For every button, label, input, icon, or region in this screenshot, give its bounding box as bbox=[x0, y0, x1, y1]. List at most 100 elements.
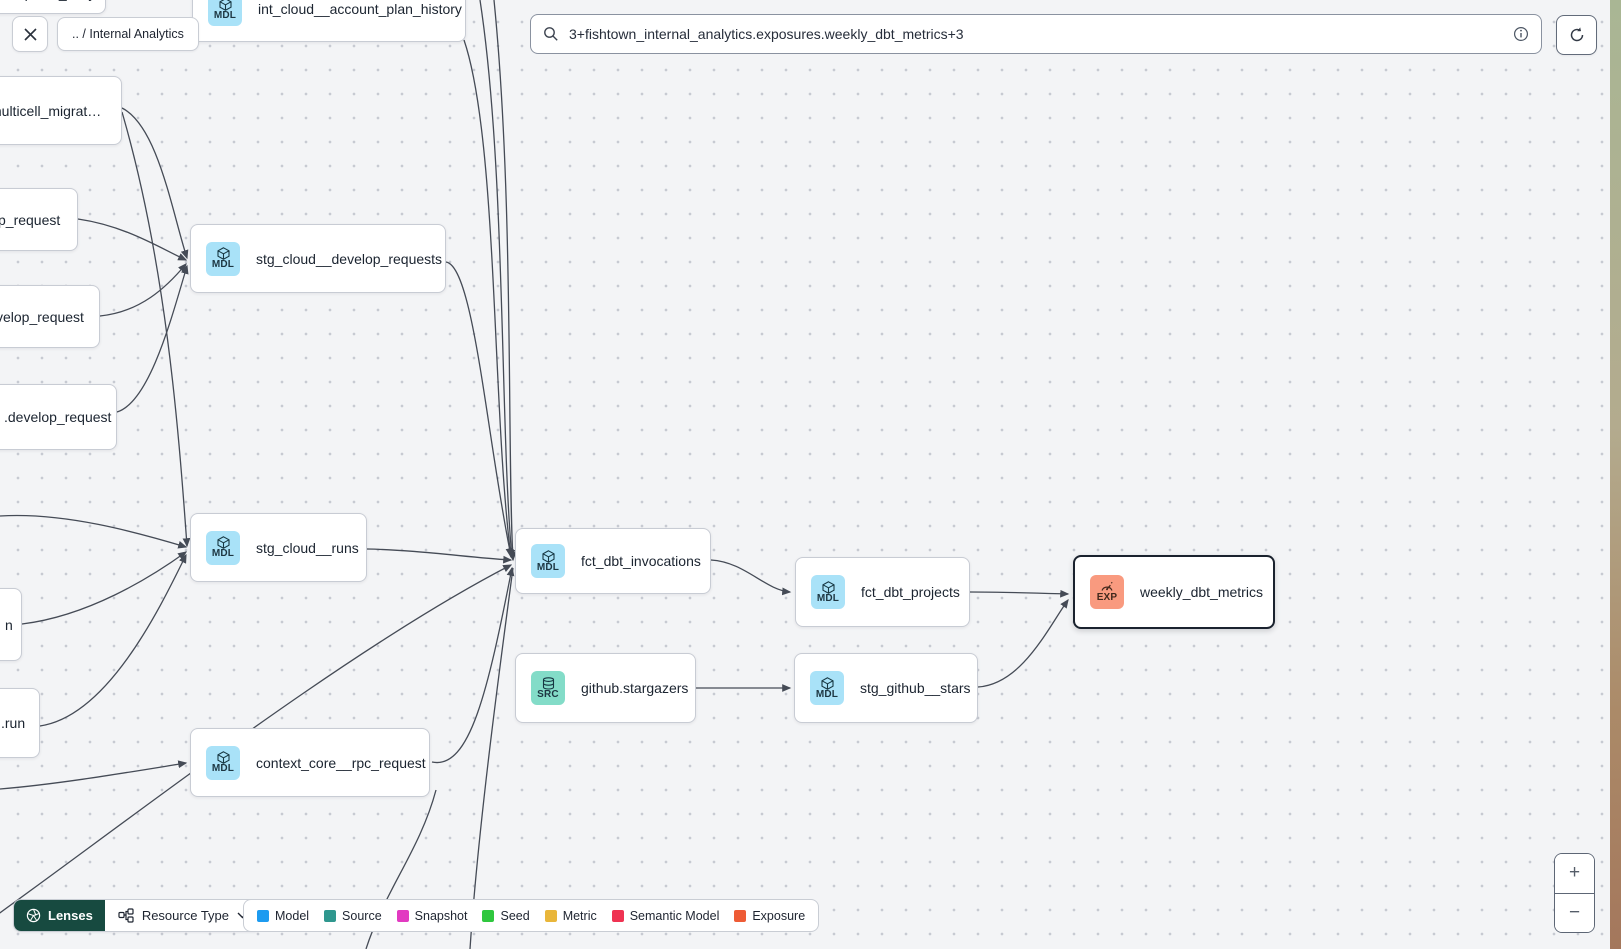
lineage-edge bbox=[121, 111, 191, 548]
graph-node-p-request[interactable]: MDLp_request bbox=[0, 188, 78, 251]
legend-item-semantic-model: Semantic Model bbox=[611, 908, 720, 923]
node-label: stg_github__stars bbox=[860, 680, 971, 696]
node-label: github.stargazers bbox=[581, 680, 689, 696]
zoom-in-button[interactable]: + bbox=[1555, 854, 1594, 894]
node-label: .run bbox=[1, 715, 26, 731]
node-label: weekly_dbt_metrics bbox=[1140, 584, 1263, 600]
exposure-badge: EXP bbox=[1090, 575, 1124, 609]
lineage-edge bbox=[463, 39, 514, 559]
node-label: stg_cloud__runs bbox=[256, 539, 359, 556]
search-icon bbox=[543, 26, 559, 42]
model-badge: MDL bbox=[208, 0, 242, 26]
badge-kind-label: MDL bbox=[211, 548, 235, 559]
badge-kind-label: EXP bbox=[1096, 592, 1118, 603]
graph-node-velop-request[interactable]: MDLvelop_request bbox=[0, 285, 100, 348]
source-badge: SRC bbox=[531, 671, 565, 705]
graph-node-int-cloud-account-plan-history[interactable]: MDL int_cloud__account_plan_history bbox=[192, 0, 466, 42]
info-icon[interactable] bbox=[1513, 26, 1529, 42]
search-input[interactable] bbox=[567, 25, 1513, 43]
lineage-edge bbox=[77, 218, 188, 261]
legend-item-exposure: Exposure bbox=[734, 909, 805, 923]
lineage-edge bbox=[479, 0, 516, 560]
node-label: p_request bbox=[0, 211, 61, 228]
graph-node-fct-dbt-projects[interactable]: MDL fct_dbt_projects bbox=[795, 557, 970, 627]
zoom-control: + − bbox=[1554, 853, 1595, 933]
legend-item-model: Model bbox=[257, 909, 309, 923]
lineage-edge bbox=[710, 559, 792, 596]
exposure-icon bbox=[1100, 581, 1114, 593]
node-label: int_cloud__account_plan_history bbox=[258, 1, 462, 17]
lineage-edge bbox=[431, 566, 515, 764]
model-icon bbox=[820, 676, 834, 690]
search-bar[interactable] bbox=[530, 14, 1542, 54]
zoom-out-button[interactable]: − bbox=[1555, 893, 1594, 932]
close-icon bbox=[23, 27, 38, 42]
badge-kind-label: MDL bbox=[211, 259, 235, 270]
graph-node-fct-dbt-invocations[interactable]: MDL fct_dbt_invocations bbox=[515, 528, 711, 594]
lens-icon bbox=[26, 908, 41, 923]
graph-node-github-stargazers[interactable]: SRC github.stargazers bbox=[515, 653, 696, 723]
model-badge: MDL bbox=[531, 544, 565, 578]
legend-label: Exposure bbox=[752, 908, 806, 923]
lenses-control-group: Lenses Resource Type bbox=[13, 899, 263, 932]
lineage-edge bbox=[121, 107, 189, 260]
graph-node-n-node[interactable]: MDLn bbox=[0, 588, 22, 661]
source-icon bbox=[542, 676, 555, 690]
breadcrumb[interactable]: .. / Internal Analytics bbox=[57, 17, 199, 51]
graph-node-multicell-migrat[interactable]: MDLmulticell_migrat… bbox=[0, 76, 122, 145]
graph-node-weekly-dbt-metrics[interactable]: EXP weekly_dbt_metrics bbox=[1073, 555, 1275, 629]
graph-node-develop-request[interactable]: MDL.develop_request bbox=[0, 384, 117, 450]
node-label: n bbox=[5, 616, 13, 633]
legend-label: Seed bbox=[500, 908, 530, 923]
lineage-edge bbox=[39, 553, 187, 727]
refresh-icon bbox=[1568, 26, 1586, 44]
badge-kind-label: MDL bbox=[213, 9, 237, 21]
legend-item-snapshot: Snapshot bbox=[396, 908, 468, 923]
lenses-button[interactable]: Lenses bbox=[14, 900, 105, 931]
legend-swatch bbox=[396, 909, 409, 922]
resource-type-label: Resource Type bbox=[141, 908, 230, 923]
graph-node-stg-cloud-develop-requests[interactable]: MDL stg_cloud__develop_requests bbox=[190, 224, 446, 293]
model-badge: MDL bbox=[206, 745, 240, 780]
resource-graph-icon bbox=[118, 908, 134, 923]
legend-swatch bbox=[544, 909, 557, 922]
resource-type-legend: Model Source Snapshot Seed Metric Semantic Mo… bbox=[243, 899, 820, 932]
node-label: fct_dbt_projects bbox=[861, 584, 960, 600]
model-badge: MDL bbox=[206, 241, 240, 276]
model-icon bbox=[216, 247, 230, 260]
desktop-background-sliver bbox=[1610, 0, 1621, 949]
lineage-edge bbox=[116, 264, 189, 413]
badge-kind-label: MDL bbox=[816, 592, 840, 604]
legend-label: Metric bbox=[562, 908, 597, 923]
lineage-edge bbox=[469, 567, 514, 949]
refresh-button[interactable] bbox=[1556, 15, 1597, 55]
graph-node-stg-github-stars[interactable]: MDL stg_github__stars bbox=[794, 653, 978, 723]
legend-label: Snapshot bbox=[414, 908, 468, 923]
legend-label: Source bbox=[342, 908, 382, 923]
lineage-edge bbox=[0, 514, 188, 549]
legend-label: Semantic Model bbox=[629, 908, 720, 923]
model-icon bbox=[216, 536, 230, 549]
legend-item-source: Source bbox=[324, 909, 382, 923]
badge-kind-label: MDL bbox=[211, 763, 235, 774]
graph-node-context-core-rpc-request[interactable]: MDL context_core__rpc_request bbox=[190, 728, 430, 797]
lineage-edge bbox=[0, 760, 188, 790]
graph-node-stg-cloud-runs[interactable]: MDL stg_cloud__runs bbox=[190, 513, 367, 582]
legend-item-seed: Seed bbox=[482, 908, 530, 923]
resource-type-dropdown[interactable]: Resource Type bbox=[104, 900, 262, 931]
breadcrumb-label: .. / Internal Analytics bbox=[72, 27, 184, 41]
graph-node-snapshot-daily[interactable]: MDLsnapshot_daily bbox=[0, 0, 106, 14]
model-icon bbox=[218, 0, 232, 11]
model-badge: MDL bbox=[811, 575, 845, 609]
graph-node-run-node[interactable]: MDL.run bbox=[0, 688, 40, 758]
legend-item-metric: Metric bbox=[544, 908, 597, 923]
legend-swatch bbox=[482, 909, 495, 922]
lineage-edge bbox=[445, 261, 514, 558]
node-label: multicell_migrat… bbox=[0, 102, 102, 119]
close-button[interactable] bbox=[12, 16, 48, 52]
legend-label: Model bbox=[275, 908, 310, 923]
node-label: snapshot_daily bbox=[2, 0, 95, 1]
node-label: fct_dbt_invocations bbox=[581, 553, 701, 569]
